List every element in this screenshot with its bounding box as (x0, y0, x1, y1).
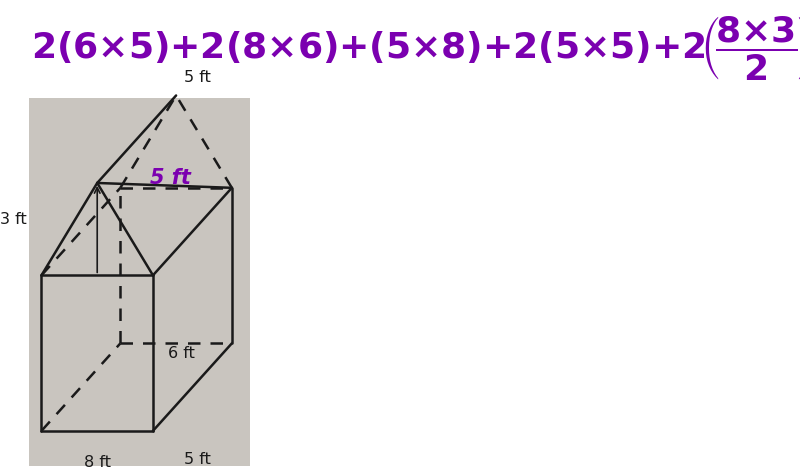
Text: 8 ft: 8 ft (84, 455, 110, 470)
Text: 5 ft: 5 ft (184, 71, 211, 85)
Text: 6 ft: 6 ft (168, 346, 194, 361)
Text: 5 ft: 5 ft (184, 452, 211, 467)
Text: $\mathbf{2(6{\times}5){+}2(8{\times}6){+}(5{\times}8){+}2(5{\times}5){+}2\!\left: $\mathbf{2(6{\times}5){+}2(8{\times}6){+… (31, 15, 800, 83)
Text: 3 ft: 3 ft (0, 212, 26, 227)
Text: 5 ft: 5 ft (150, 168, 191, 188)
FancyBboxPatch shape (30, 99, 250, 466)
